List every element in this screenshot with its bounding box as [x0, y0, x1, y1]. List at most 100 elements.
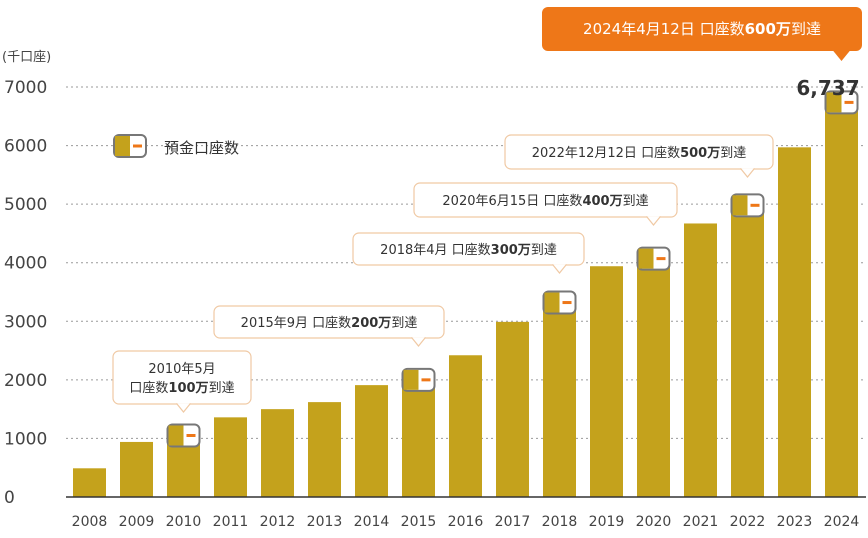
x-tick-label: 2021 [683, 514, 719, 530]
bar-2017 [496, 321, 529, 497]
bar-2008 [73, 468, 106, 497]
bar-2018 [543, 302, 576, 497]
callout-text-run: 2024年4月12日 口座数 [583, 20, 745, 38]
callout-text-bold: 500万 [680, 146, 720, 161]
callout-text-run: 2018年4月 口座数 [380, 243, 491, 258]
y-tick-label: 3000 [4, 312, 47, 332]
legend-label: 預金口座数 [164, 139, 239, 157]
x-tick-label: 2012 [260, 514, 296, 530]
callout-text-bold: 200万 [351, 316, 391, 331]
callout-text-bold: 600万 [745, 20, 791, 38]
milestone-marker-2020 [636, 246, 671, 271]
x-tick-label: 2008 [72, 514, 108, 530]
callout-text-run: 到達 [209, 381, 235, 396]
callout-text-run: 口座数 [129, 381, 168, 396]
x-tick-label: 2009 [119, 514, 155, 530]
x-tick-label: 2016 [448, 514, 484, 530]
y-tick-label: 5000 [4, 195, 47, 215]
marker-dash [133, 144, 142, 148]
x-tick-label: 2018 [542, 514, 578, 530]
callout-box [504, 134, 774, 170]
y-tick-label: 4000 [4, 254, 47, 274]
milestone-marker-2024 [824, 90, 859, 115]
legend-swatch-icon [113, 134, 147, 158]
marker-fill [544, 292, 560, 313]
callout-box [112, 350, 252, 405]
total-value-label: 6,737 [796, 76, 859, 100]
callout-text-run: 到達 [391, 316, 417, 331]
y-tick-label: 0 [4, 488, 15, 508]
marker-dash [656, 257, 666, 261]
y-tick-label: 2000 [4, 371, 47, 391]
bar-2020 [637, 258, 670, 497]
callout-text: 2010年5月 [148, 362, 215, 377]
y-unit-label: (千口座) [2, 50, 51, 65]
bar-2012 [261, 409, 294, 497]
marker-dash [421, 378, 431, 382]
marker-fill [826, 92, 842, 113]
callout-pointer [646, 216, 661, 226]
bar-2015 [402, 379, 435, 497]
callout-text-run: 到達 [623, 194, 649, 209]
x-tick-label: 2010 [166, 514, 202, 530]
bar-2016 [449, 355, 482, 497]
x-tick-label: 2020 [636, 514, 672, 530]
marker-fill [403, 369, 419, 390]
callout-text: 2024年4月12日 口座数600万到達 [583, 20, 821, 38]
legend-swatch [113, 134, 147, 158]
marker-fill [638, 248, 654, 269]
x-tick-label: 2019 [589, 514, 625, 530]
milestone-marker-2018 [542, 290, 577, 315]
callout-text-run: 到達 [791, 20, 821, 38]
callout-text-run: 到達 [531, 243, 557, 258]
marker-fill [115, 136, 130, 156]
callout-pointer [740, 168, 755, 178]
callout-box [413, 182, 678, 218]
milestone-marker-2010 [166, 423, 201, 448]
callout-box [352, 232, 585, 266]
y-tick-label: 6000 [4, 137, 47, 157]
x-tick-label: 2011 [213, 514, 249, 530]
callout-text: 2018年4月 口座数300万到達 [380, 243, 557, 258]
milestone-markers [166, 90, 859, 448]
callout-pointer [411, 337, 426, 347]
callout-text-run: 2010年5月 [148, 362, 215, 377]
callout-text-bold: 100万 [168, 381, 208, 396]
legend: 預金口座数 [113, 134, 239, 158]
x-tick-label: 2017 [495, 514, 531, 530]
marker-fill [168, 425, 184, 446]
bar-2023 [778, 147, 811, 498]
callout-text-bold: 400万 [582, 194, 622, 209]
bar-2013 [308, 402, 341, 497]
bar-2014 [355, 385, 388, 497]
axes: 0 1000 2000 3000 4000 5000 6000 7000 2008 2009 201… [4, 78, 866, 530]
bar-2021 [684, 223, 717, 497]
bar-2024 [825, 102, 858, 497]
callout-2022: 2022年12月12日 口座数500万到達 [504, 134, 774, 178]
callout-text-run: 2015年9月 口座数 [241, 316, 352, 331]
callout-pointer [176, 403, 191, 413]
bar-2019 [590, 266, 623, 497]
marker-dash [186, 434, 196, 437]
bar-2011 [214, 417, 247, 497]
x-tick-label: 2014 [354, 514, 390, 530]
marker-dash [562, 301, 572, 305]
x-tick-label: 2023 [777, 514, 813, 530]
x-tick-label: 2013 [307, 514, 343, 530]
callout-box [213, 305, 445, 339]
milestone-marker-2015 [401, 367, 436, 392]
callout-text: 口座数100万到達 [129, 381, 234, 396]
callout-2020: 2020年6月15日 口座数400万到達 [413, 182, 678, 226]
callout-text: 2022年12月12日 口座数500万到達 [532, 146, 746, 161]
callout-text: 2015年9月 口座数200万到達 [241, 316, 418, 331]
callout-pointer [832, 50, 851, 61]
callout-text-run: 到達 [720, 146, 746, 161]
x-tick-label: 2015 [401, 514, 437, 530]
callout-text-bold: 300万 [491, 243, 531, 258]
callout-2024: 2024年4月12日 口座数600万到達 [542, 7, 862, 61]
callout-text-run: 2020年6月15日 口座数 [442, 194, 582, 209]
y-tick-label: 7000 [4, 78, 47, 98]
